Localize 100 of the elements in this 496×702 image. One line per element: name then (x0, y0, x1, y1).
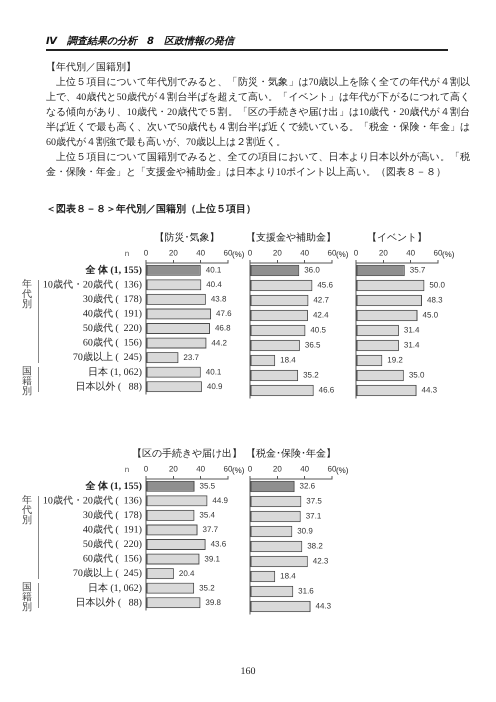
data-label: 37.1 (306, 512, 322, 521)
data-label: 36.0 (304, 266, 320, 275)
y-tick-label: 40歳代 ( 191) (82, 524, 142, 536)
x-tick-label: 60 (224, 464, 233, 474)
data-label: 46.6 (318, 386, 335, 395)
x-tick-label: 40 (300, 464, 310, 474)
data-label: 40.9 (206, 382, 224, 391)
y-tick-label: 40歳代 ( 191) (82, 308, 142, 320)
y-tick-label: 日本以外 ( 88) (75, 596, 142, 608)
text: 【年代別／国籍別】 (46, 61, 136, 75)
data-label: 47.6 (216, 309, 232, 318)
y-tick-label: 60歳代 ( 156) (82, 552, 142, 565)
x-axis-title: (%) (336, 466, 349, 476)
data-label: 35.7 (410, 266, 426, 275)
data-label: 38.2 (307, 542, 324, 551)
x-tick-label: 0 (144, 464, 149, 474)
x-axis-title: (%) (336, 250, 349, 260)
data-label: 35.2 (199, 583, 216, 592)
x-tick-label: 60 (328, 464, 337, 474)
data-label: 44.3 (316, 602, 332, 611)
data-label: 43.8 (210, 294, 227, 304)
data-label: 23.7 (183, 352, 200, 362)
y-tick-label: 30歳代 ( 178) (82, 509, 142, 522)
y-tick-label: 70歳以上 ( 245) (72, 567, 142, 580)
data-label: 40.5 (310, 326, 326, 335)
y-tick-label: 30歳代 ( 178) (82, 293, 142, 306)
text: 国籍別 (22, 582, 32, 613)
text: 上位５項目について年代別でみると、「防災・気象」は70歳以上を除く全ての年代が４割以上で、40歳代と50歳代が４割台半ばを超えて高い。「イベント」は年代が下がるにつれて高くなる傾向があり、10歳代・20歳代で５割。「区の手続きや届け出」は10歳代・20歳代が４割台半ば近くで最も高く、次いで50歳代も４割台半ば近くで続いている。「税金・保険・年金」は60歳代が４割強で最も高いが、70歳以上は２割近く。 (46, 76, 470, 150)
data-label: 18.4 (280, 356, 296, 365)
x-tick-label: 20 (168, 464, 178, 474)
x-tick-label: 40 (300, 248, 310, 258)
data-label: 35.0 (408, 370, 425, 380)
text: 年代別 (22, 494, 32, 526)
x-tick-label: 60 (224, 248, 233, 258)
x-tick-label: 20 (272, 464, 282, 474)
chart-title: 【税金･保険･年金】 (246, 448, 336, 460)
data-label: 50.0 (429, 280, 446, 290)
data-label: 30.9 (297, 526, 314, 536)
x-axis-title: (%) (232, 466, 245, 476)
data-label: 31.4 (404, 340, 420, 350)
data-label: 32.6 (300, 482, 316, 491)
data-label: 45.0 (422, 310, 439, 320)
chart-title: 【イベント】 (367, 232, 427, 244)
x-axis-title: (%) (232, 250, 245, 260)
data-label: 31.4 (404, 326, 420, 335)
data-label: 44.2 (211, 338, 228, 348)
data-label: 19.2 (387, 356, 404, 365)
x-tick-label: 20 (272, 248, 282, 258)
y-tick-label: 50歳代 ( 220) (82, 538, 142, 550)
y-tick-label: 70歳以上 ( 245) (72, 351, 142, 364)
x-tick-label: 0 (354, 248, 359, 258)
x-tick-label: 60 (328, 248, 337, 258)
data-label: 35.2 (303, 370, 320, 380)
data-label: 35.4 (199, 510, 216, 520)
chart-title: 【区の手続きや届け出】 (132, 448, 242, 460)
data-label: 46.8 (214, 324, 232, 333)
data-label: 45.6 (317, 280, 334, 290)
y-tick-label: 50歳代 ( 220) (82, 322, 142, 334)
y-tick-label: 10歳代・20歳代 ( 136) (42, 278, 142, 290)
chart-title: 【支援金や補助金】 (246, 232, 336, 244)
x-tick-label: 60 (434, 248, 443, 258)
data-label: 37.5 (306, 496, 322, 506)
y-tick-label: 日本以外 ( 88) (75, 380, 142, 392)
text: 上位５項目について国籍別でみると、全ての項目において、日本より日本以外が高い。「税金・保険・年金」と「支援金や補助金」は日本より10ポイント以上高い。（図表８－８） (46, 150, 470, 180)
data-label: 40.1 (206, 265, 222, 274)
x-axis-title: (%) (442, 250, 455, 260)
data-label: 18.4 (280, 572, 296, 581)
data-label: 40.1 (206, 367, 222, 376)
chart-title: 【防災･気象】 (154, 232, 220, 244)
text: n (124, 465, 130, 475)
data-label: 40.4 (206, 280, 222, 290)
y-tick-label: 10歳代・20歳代 ( 136) (42, 494, 142, 506)
x-tick-label: 20 (378, 248, 388, 258)
text: ＜図表８－８＞年代別／国籍別（上位５項目） (46, 203, 256, 216)
data-label: 36.5 (304, 340, 322, 350)
data-label: 44.3 (422, 386, 438, 395)
x-tick-label: 0 (144, 248, 149, 258)
data-label: 20.4 (178, 568, 195, 578)
data-label: 42.4 (312, 310, 330, 320)
x-tick-label: 40 (196, 248, 206, 258)
y-tick-label: 日本 (1, 062) (88, 366, 142, 378)
data-label: 37.7 (202, 525, 219, 534)
y-tick-label: 60歳代 ( 156) (82, 336, 142, 349)
data-label: 44.9 (212, 496, 228, 506)
text: Ⅳ 調査結果の分析 8 区政情報の発信 (46, 35, 234, 49)
data-label: 39.1 (204, 554, 221, 564)
x-tick-label: 40 (406, 248, 416, 258)
text: n (124, 249, 130, 259)
y-tick-label: 全 体 (1, 155) (84, 480, 142, 492)
y-tick-label: 日本 (1, 062) (88, 582, 142, 594)
data-label: 31.6 (298, 586, 314, 596)
data-label: 42.7 (313, 296, 330, 305)
x-tick-label: 20 (168, 248, 178, 258)
data-label: 42.3 (312, 556, 329, 566)
x-tick-label: 0 (248, 464, 253, 474)
data-label: 43.6 (210, 540, 227, 549)
text: 年代別 (22, 278, 32, 310)
data-label: 35.5 (200, 481, 216, 490)
text: 国籍別 (22, 366, 32, 397)
x-tick-label: 40 (196, 464, 206, 474)
